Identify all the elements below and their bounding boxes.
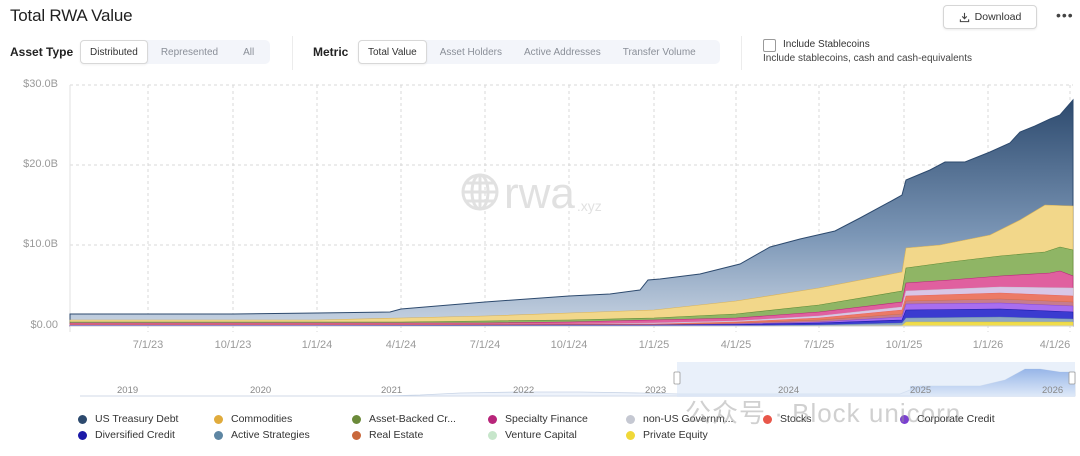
asset-type-distributed[interactable]: Distributed [80,40,148,64]
asset-type-segmented: Distributed Represented All [80,40,270,64]
x-tick: 4/1/26 [1039,339,1071,351]
chart-legend: US Treasury Debt Commodities Asset-Backe… [78,413,1078,449]
include-stablecoins-checkbox[interactable] [763,39,776,52]
page-title: Total RWA Value [10,6,133,25]
legend-dot-icon [78,430,87,440]
y-tick-0: $0.00 [30,319,58,331]
legend-item-corporate-credit[interactable]: Corporate Credit [900,413,995,425]
divider [292,36,293,70]
include-stablecoins-description: Include stablecoins, cash and cash-equiv… [763,53,973,64]
navigator-year: 2025 [910,385,932,396]
metric-transfer-volume[interactable]: Transfer Volume [622,46,696,58]
legend-dot-icon [626,414,635,424]
metric-label: Metric [313,45,349,59]
metric-asset-holders[interactable]: Asset Holders [439,46,502,58]
legend-dot-icon [352,414,361,424]
navigator-year: 2019 [117,385,139,396]
navigator-right-handle [1068,371,1076,385]
divider [741,36,742,70]
range-navigator [80,362,1076,397]
x-tick: 7/1/25 [803,339,835,351]
metric-segmented: Total Value Asset Holders Active Address… [358,40,720,64]
metric-active-addresses[interactable]: Active Addresses [524,46,601,58]
x-tick: 1/1/25 [638,339,670,351]
legend-item-real-estate[interactable]: Real Estate [352,429,423,441]
x-tick: 1/1/26 [972,339,1004,351]
asset-type-label: Asset Type [10,45,74,59]
asset-type-all[interactable]: All [243,46,255,58]
legend-dot-icon [214,414,223,424]
y-tick-10: $10.0B [23,238,58,250]
legend-dot-icon [78,414,87,424]
series-asset-backed-credit [69,246,1074,327]
x-tick: 4/1/24 [385,339,417,351]
metric-total-value[interactable]: Total Value [358,40,427,64]
legend-dot-icon [488,414,497,424]
navigator-left-handle [673,371,681,385]
legend-item-asset-backed-credit[interactable]: Asset-Backed Cr... [352,413,456,425]
navigator-year: 2023 [645,385,667,396]
legend-dot-icon [763,414,772,424]
legend-item-non-us-government-debt[interactable]: non-US Governm... [626,413,733,425]
x-tick: 7/1/24 [469,339,501,351]
download-button[interactable]: Download [943,5,1037,29]
asset-type-represented[interactable]: Represented [160,46,219,58]
x-tick: 1/1/24 [301,339,333,351]
x-tick: 7/1/23 [132,339,164,351]
series-commodities [69,204,1074,327]
legend-item-diversified-credit[interactable]: Diversified Credit [78,429,175,441]
legend-dot-icon [626,430,635,440]
y-tick-20: $20.0B [23,158,58,170]
navigator-year: 2020 [250,385,272,396]
x-tick: 10/1/24 [550,339,588,351]
legend-dot-icon [352,430,361,440]
navigator-year: 2022 [513,385,535,396]
legend-dot-icon [214,430,223,440]
x-tick: 10/1/25 [885,339,923,351]
x-tick: 10/1/23 [214,339,252,351]
legend-item-stocks[interactable]: Stocks [763,413,812,425]
download-label: Download [974,11,1022,23]
globe-icon [461,173,499,211]
series-us-treasury-debt [69,98,1074,327]
legend-item-commodities[interactable]: Commodities [214,413,292,425]
legend-item-private-equity[interactable]: Private Equity [626,429,708,441]
overlay-watermark: 公众号 · Block unicorn [685,398,962,428]
legend-dot-icon [900,414,909,424]
navigator-year: 2021 [381,385,403,396]
rwa-watermark: rwa .xyz [460,172,602,216]
legend-item-specialty-finance[interactable]: Specialty Finance [488,413,588,425]
legend-item-venture-capital[interactable]: Venture Capital [488,429,577,441]
legend-item-us-treasury-debt[interactable]: US Treasury Debt [78,413,178,425]
navigator-year: 2024 [778,385,800,396]
legend-item-active-strategies[interactable]: Active Strategies [214,429,310,441]
x-tick: 4/1/25 [720,339,752,351]
legend-dot-icon [488,430,497,440]
include-stablecoins-label: Include Stablecoins [783,39,870,50]
more-options-icon[interactable]: ••• [1056,7,1074,23]
y-tick-30: $30.0B [23,78,58,90]
navigator-year: 2026 [1042,385,1064,396]
download-icon [959,12,969,22]
